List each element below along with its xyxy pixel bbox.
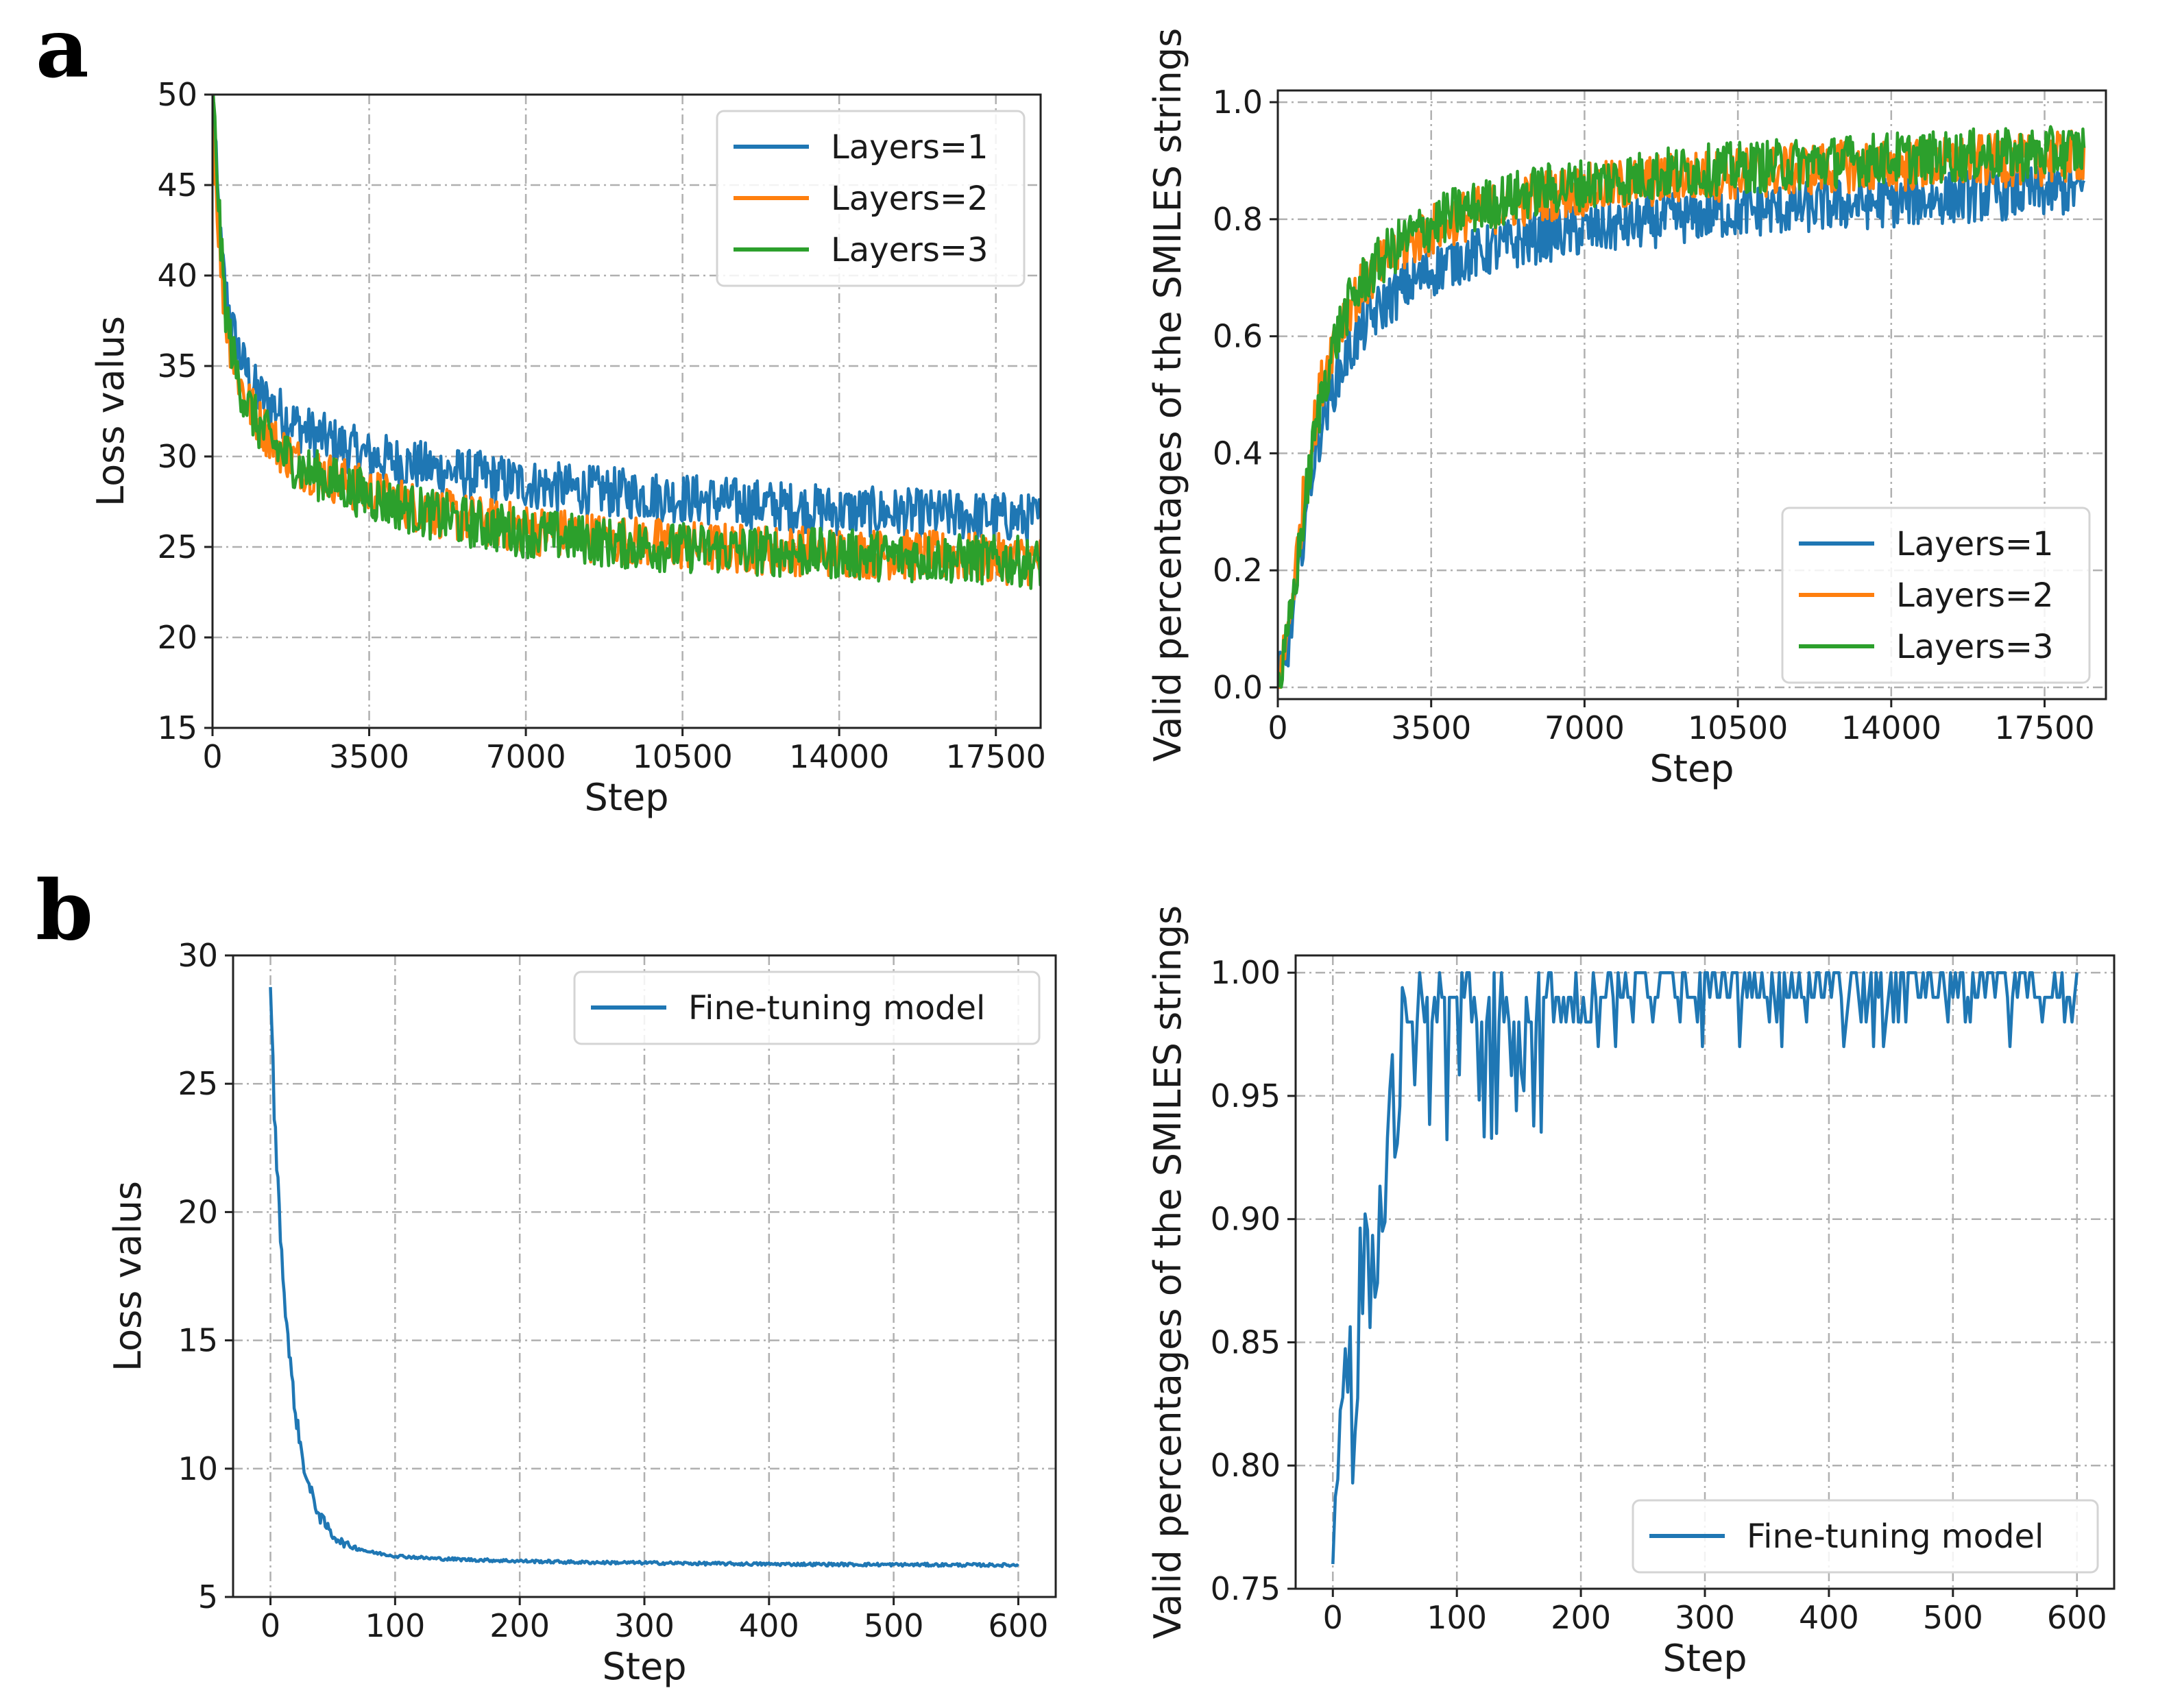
chart-b-loss: 0 100 200 300 400 500 600 5 10 15 20 25 30 Step Loss v…: [106, 937, 1057, 1688]
legend-label-2: Layers=2: [831, 180, 989, 218]
y-tick-label: 0.95: [1211, 1077, 1281, 1114]
x-tick-label: 400: [739, 1607, 799, 1644]
chart-b-valid: 0 100 200 300 400 500 600 0.75 0.80 0.85 0.90 0.95 1…: [1146, 905, 2116, 1680]
legend-box: [573, 971, 1041, 1045]
series-line-1: [269, 987, 1019, 1568]
series-group: [269, 987, 1019, 1568]
legend-box: [1781, 507, 2091, 684]
legend-label-2: Layers=2: [1896, 576, 2054, 615]
x-tick-label: 10500: [632, 738, 732, 775]
x-tick-label: 600: [989, 1607, 1049, 1644]
x-tick-label: 0: [1323, 1599, 1343, 1636]
x-axis-label: Step: [1663, 1637, 1747, 1680]
x-tick-label: 400: [1799, 1599, 1859, 1636]
y-tick-label: 0.2: [1213, 552, 1263, 589]
x-tick-label: 300: [1675, 1599, 1735, 1636]
legend-label-1: Fine-tuning model: [1747, 1517, 2044, 1556]
x-axis-label: Step: [603, 1645, 687, 1688]
x-tick-label: 7000: [1544, 709, 1625, 746]
x-tick-label: 14000: [1841, 709, 1941, 746]
y-axis-label: Loss valus: [106, 1181, 149, 1371]
series-line-1: [213, 95, 1041, 544]
x-tick-label: 7000: [486, 738, 566, 775]
y-tick-label: 40: [157, 257, 197, 294]
y-tick-label: 0.80: [1211, 1447, 1281, 1484]
x-tick-label: 14000: [789, 738, 889, 775]
legend-label-1: Layers=1: [1896, 525, 2054, 563]
y-tick-label: 10: [178, 1450, 218, 1487]
x-tick-label: 500: [1923, 1599, 1983, 1636]
plot-frame: [1276, 89, 2107, 700]
legend: Layers=1 Layers=2 Layers=3: [1781, 507, 2091, 684]
legend: Fine-tuning model: [573, 971, 1041, 1045]
x-tick-label: 0: [202, 738, 222, 775]
y-tick-label: 15: [157, 709, 197, 746]
y-tick-label: 0.90: [1211, 1201, 1281, 1238]
y-tick-label: 0.75: [1211, 1570, 1281, 1607]
y-tick-label: 1.0: [1213, 84, 1263, 121]
legend-box: [716, 110, 1026, 287]
x-axis-label: Step: [585, 776, 669, 819]
y-tick-label: 0.6: [1213, 318, 1263, 355]
series-group: [1331, 971, 2079, 1565]
x-tick-label: 17500: [1994, 709, 2094, 746]
x-tick-label: 500: [864, 1607, 924, 1644]
y-tick-label: 45: [157, 167, 197, 204]
y-tick-label: 15: [178, 1322, 218, 1359]
legend-label-1: Fine-tuning model: [688, 989, 985, 1027]
y-axis-label: Valid percentages of the SMILES strings: [1146, 28, 1189, 762]
legend-box: [1632, 1499, 2099, 1574]
x-tick-label: 3500: [1391, 709, 1471, 746]
y-tick-label: 35: [157, 347, 197, 385]
plot-frame: [211, 93, 1042, 729]
x-tick-label: 100: [1427, 1599, 1487, 1636]
x-tick-label: 3500: [329, 738, 409, 775]
x-axis-label: Step: [1650, 747, 1734, 790]
y-tick-label: 20: [157, 619, 197, 656]
x-tick-label: 17500: [946, 738, 1046, 775]
y-tick-label: 0.0: [1213, 669, 1263, 706]
panel-label-b: b: [36, 862, 93, 959]
x-tick-label: 0: [260, 1607, 280, 1644]
y-tick-label: 50: [157, 76, 197, 113]
y-tick-label: 25: [178, 1065, 218, 1102]
y-tick-label: 20: [178, 1193, 218, 1230]
legend-label-1: Layers=1: [831, 128, 989, 167]
chart-a-loss: 0 3500 7000 10500 14000 17500 15 20 25 30 35 40 45 50…: [89, 76, 1046, 819]
series-line-3: [213, 95, 1041, 590]
y-tick-label: 0.8: [1213, 201, 1263, 238]
y-tick-label: 5: [198, 1578, 218, 1615]
legend-label-3: Layers=3: [831, 231, 989, 269]
chart-a-valid: 0 3500 7000 10500 14000 17500 0.0 0.2 0.4 0.6 0.8 1…: [1146, 28, 2107, 790]
series-line-1: [1278, 163, 2086, 685]
y-tick-label: 0.4: [1213, 435, 1263, 472]
panel-label-a: a: [36, 0, 89, 97]
x-tick-label: 600: [2047, 1599, 2107, 1636]
x-tick-label: 200: [489, 1607, 550, 1644]
y-tick-label: 0.85: [1211, 1323, 1281, 1361]
y-axis-label: Loss valus: [89, 316, 132, 507]
legend: Layers=1 Layers=2 Layers=3: [716, 110, 1026, 287]
legend-label-3: Layers=3: [1896, 628, 2054, 666]
series-group: [213, 95, 1041, 590]
x-tick-label: 100: [365, 1607, 425, 1644]
y-tick-label: 25: [157, 528, 197, 565]
legend: Fine-tuning model: [1632, 1499, 2099, 1574]
y-tick-label: 1.00: [1211, 954, 1281, 991]
y-tick-label: 30: [157, 438, 197, 475]
y-tick-label: 30: [178, 937, 218, 974]
series-group: [1278, 125, 2086, 690]
y-axis-label: Valid percentages of the SMILES strings: [1146, 905, 1189, 1639]
series-line-1: [1331, 971, 2079, 1565]
x-tick-label: 200: [1551, 1599, 1611, 1636]
x-tick-label: 300: [614, 1607, 675, 1644]
x-tick-label: 0: [1268, 709, 1287, 746]
x-tick-label: 10500: [1688, 709, 1788, 746]
series-line-3: [1278, 125, 2086, 689]
